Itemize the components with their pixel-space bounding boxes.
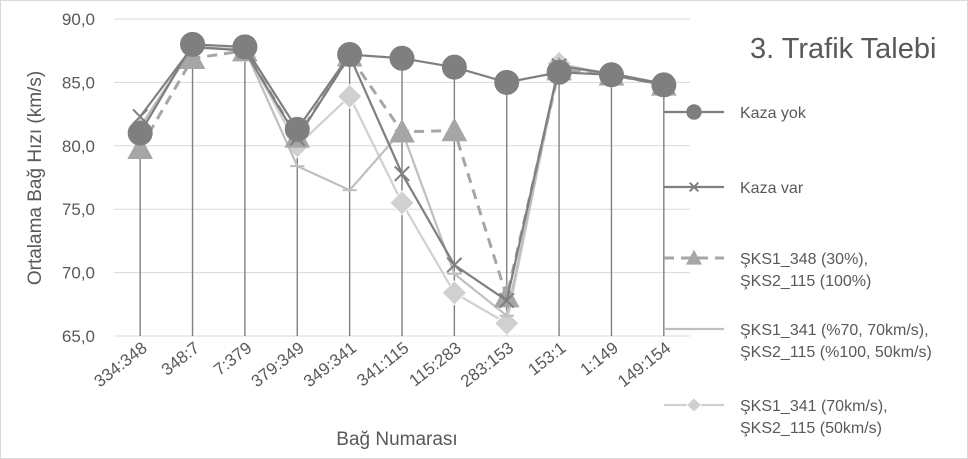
x-axis-label: Bağ Numarası [336,429,457,450]
legend: Kaza yok Kaza var ŞKS1_348 (30%), ŞKS2_115 … [664,104,932,437]
y-tick-label: 70,0 [62,264,95,283]
point-marker [394,165,410,182]
x-axis-ticks: 334:348 348:7 7:379379:349349:341341:11511… [91,338,675,391]
legend-item: Kaza var [664,180,804,197]
x-tick-label: 379:349 [248,338,308,391]
legend-item: ŞKS1_341 (70km/s), ŞKS2_115 (50km/s) [664,397,888,437]
y-tick-label: 85,0 [62,73,95,92]
point-marker [546,59,572,85]
x-tick-label: 149:154 [614,338,674,391]
legend-label: ŞKS1_341 (70km/s), [740,398,888,415]
series-group [127,31,677,336]
point-marker [686,104,702,120]
point-marker [389,190,415,216]
legend-item: ŞKS1_341 (%70, 70km/s), ŞKS2_115 (%100, 5… [664,322,932,361]
x-tick-label: 341:115 [353,338,412,390]
y-axis-label: Ortalama Bağ Hızı (km/s) [25,71,46,285]
point-marker [441,280,467,306]
x-tick-label: 115:283 [406,338,465,390]
series-0 [127,31,677,146]
point-marker [337,42,363,68]
point-marker [232,34,258,60]
point-marker [498,292,515,309]
legend-label: Kaza var [740,180,804,197]
point-marker [132,108,149,125]
legend-label: ŞKS1_348 (30%), [740,251,868,268]
point-marker [337,83,363,109]
point-marker [688,181,700,193]
point-marker [598,62,624,88]
x-tick-label: 7:379 [210,338,255,379]
point-marker [686,397,702,413]
legend-label: ŞKS2_115 (50km/s) [740,420,882,437]
x-tick-label: 283:153 [457,338,517,391]
point-marker [441,54,467,80]
legend-item: ŞKS1_348 (30%), ŞKS2_115 (100%) [664,249,871,290]
legend-label: ŞKS2_115 (%100, 50km/s) [740,344,932,361]
legend-item: Kaza yok [664,104,807,122]
y-tick-label: 90,0 [62,10,95,29]
y-tick-label: 75,0 [62,200,95,219]
point-marker [494,69,520,95]
point-marker [127,120,153,146]
x-tick-label: 153:1 [524,338,569,379]
point-marker [446,257,463,273]
point-marker [494,310,520,336]
point-marker [685,249,703,265]
point-marker [389,118,415,143]
y-tick-label: 80,0 [62,137,95,156]
point-marker [441,117,468,142]
chart-title: 3. Trafik Talebi [750,33,936,65]
point-marker [651,72,677,98]
y-tick-label: 65,0 [62,327,95,346]
x-tick-label: 349:341 [300,338,360,391]
y-axis-ticks: 65,0 70,0 75,0 80,0 85,0 90,0 [62,10,95,346]
point-marker [284,116,310,142]
x-tick-label: 334:348 [91,338,151,391]
point-marker [127,135,154,160]
x-tick-label: 1:149 [577,338,622,379]
legend-label: Kaza yok [740,105,807,122]
legend-label: ŞKS1_341 (%70, 70km/s), [740,322,929,339]
point-marker [389,45,415,71]
point-marker [180,31,206,57]
legend-label: ŞKS2_115 (100%) [740,273,871,290]
point-marker [179,45,206,70]
x-tick-label: 348:7 [158,338,203,379]
drop-lines [139,44,665,336]
